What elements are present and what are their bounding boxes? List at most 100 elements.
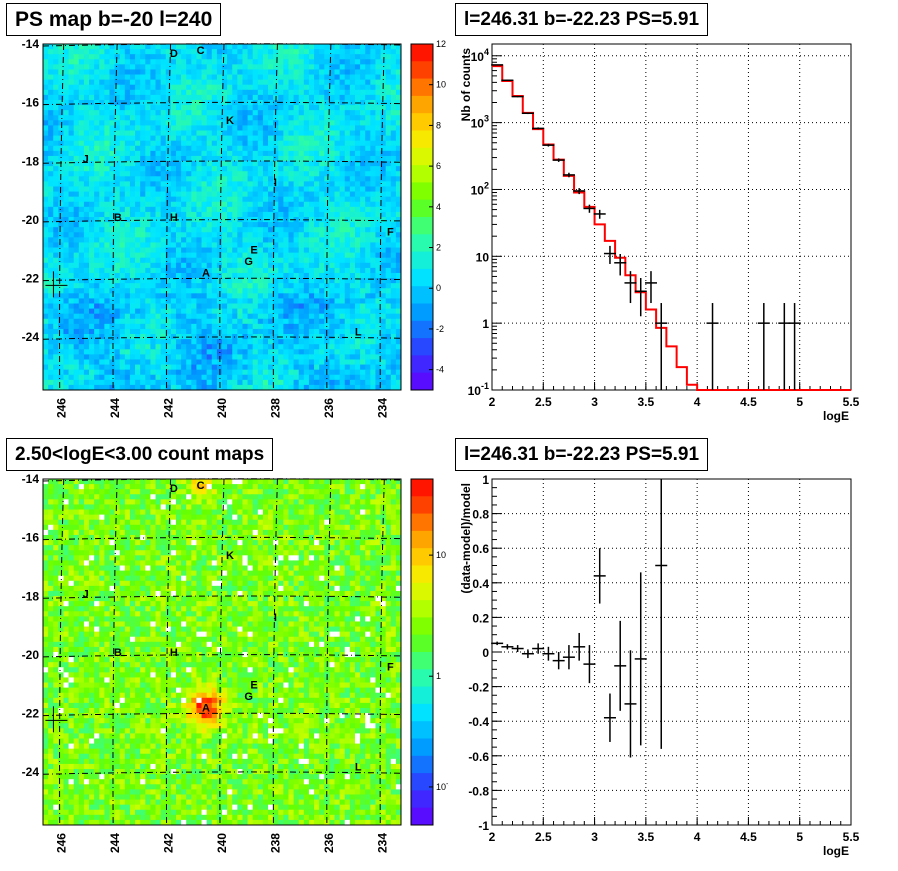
x-tick-label: 236 — [322, 398, 336, 418]
plot-area — [492, 479, 851, 825]
data-point — [542, 143, 555, 147]
data-point — [593, 209, 606, 219]
colorbar-segment — [411, 807, 433, 826]
residual-point — [552, 652, 565, 670]
y-tick-label: 103 — [471, 114, 489, 131]
source-label: G — [244, 256, 253, 268]
x-tick-label: 5.5 — [843, 830, 860, 844]
x-tick-label: 3 — [591, 830, 598, 844]
colorbar — [411, 479, 433, 826]
x-tick-label: 242 — [162, 398, 176, 418]
colorbar-tick-label: 10 — [436, 80, 446, 90]
x-tick-label: 3 — [591, 395, 598, 409]
data-point — [562, 172, 575, 178]
source-label: B — [114, 647, 122, 659]
colorbar-segment — [411, 78, 433, 97]
map-grid-meridian — [272, 478, 278, 826]
colorbar-segment — [411, 355, 433, 374]
source-label: F — [387, 227, 394, 239]
map-grid-meridian — [379, 43, 385, 391]
residual-point — [501, 644, 514, 650]
residual-point — [542, 646, 555, 661]
colorbar-segment — [411, 600, 433, 618]
x-tick-label: 5 — [796, 395, 803, 409]
y-tick-label: 0.2 — [472, 611, 489, 625]
x-tick-label: 2.5 — [535, 395, 552, 409]
colorbar-tick-label: -2 — [436, 324, 444, 334]
colorbar-segment — [411, 61, 433, 80]
x-tick-label: 238 — [268, 398, 282, 418]
ps-map-panel: 246 244 242 240 238 236 234 -14 -16 -18 -20 -22 -24 D… — [0, 0, 449, 435]
y-tick-label: -20 — [22, 648, 40, 662]
colorbar-segment — [411, 721, 433, 739]
source-label: D — [170, 48, 178, 60]
colorbar-frame — [410, 478, 434, 826]
y-tick-label: -16 — [22, 96, 40, 110]
data-point — [634, 278, 647, 317]
data-point — [511, 95, 524, 98]
map-grid-meridian — [379, 478, 385, 826]
colorbar-segment — [411, 182, 433, 201]
colorbar-segment — [411, 303, 433, 322]
colorbar-segment — [411, 165, 433, 183]
residual-point — [491, 641, 504, 646]
x-tick-label: 2 — [489, 395, 496, 409]
residual-point — [614, 620, 627, 711]
y-tick-label: 1 — [482, 473, 489, 487]
spectrum-panel: 2 2.5 3 3.5 4 4.5 5 5.5 104 103 102 10 1 10-1 logE Nb o… — [449, 0, 898, 435]
colorbar-segment — [411, 755, 433, 774]
x-tick-label: 238 — [268, 833, 282, 853]
x-tick-label: 3.5 — [638, 830, 655, 844]
map-grid-meridian — [326, 478, 332, 826]
source-label: E — [250, 244, 257, 256]
residual-point — [562, 645, 575, 670]
colorbar-segment — [411, 479, 433, 497]
data-point — [757, 303, 770, 390]
colorbar-segment — [411, 320, 433, 339]
y-tick-label: -24 — [22, 765, 40, 779]
residual-point — [603, 693, 616, 742]
data-point — [644, 271, 657, 304]
y-tick-label: -24 — [22, 330, 40, 344]
x-axis-label: logE — [823, 409, 849, 423]
colorbar-segment — [411, 372, 433, 391]
colorbar-segment — [411, 669, 433, 688]
y-tick-label: 102 — [471, 180, 489, 197]
x-tick-label: 244 — [108, 398, 122, 418]
y-tick-label: -14 — [22, 472, 40, 486]
colorbar-tick-label: 8 — [436, 120, 441, 130]
colorbar-tick-label: 10-1 — [436, 781, 449, 792]
source-label: L — [355, 326, 362, 338]
x-tick-label: 4 — [694, 830, 701, 844]
y-tick-label: -0.4 — [468, 715, 489, 729]
colorbar-tick-label: 2 — [436, 243, 441, 253]
source-label: H — [170, 212, 178, 224]
x-tick-label: 242 — [162, 833, 176, 853]
colorbar-tick-label: 0 — [436, 283, 441, 293]
colorbar-segment — [411, 234, 433, 253]
x-tick-label: 4.5 — [740, 395, 757, 409]
source-label: B — [114, 212, 122, 224]
data-point — [603, 245, 616, 264]
x-tick-label: 236 — [322, 833, 336, 853]
plot-area — [492, 44, 851, 390]
y-tick-label: -20 — [22, 213, 40, 227]
y-tick-label: 0 — [482, 646, 489, 660]
x-tick-label: 240 — [215, 833, 229, 853]
x-tick-label: 246 — [55, 398, 69, 418]
data-point — [501, 79, 514, 82]
source-label: A — [202, 703, 210, 715]
colorbar-segment — [411, 217, 433, 235]
source-label: D — [170, 483, 178, 495]
colorbar-tick-label: 1 — [436, 671, 441, 681]
x-tick-label: 234 — [375, 398, 389, 418]
y-tick-label: 10-1 — [468, 381, 489, 398]
y-tick-label: 0.8 — [472, 508, 489, 522]
colorbar-segment — [411, 582, 433, 601]
colorbar-segment — [411, 268, 433, 287]
x-tick-label: 246 — [55, 833, 69, 853]
colorbar-segment — [411, 634, 433, 653]
colorbar-tick-label: 6 — [436, 161, 441, 171]
map-grid — [42, 478, 402, 826]
x-tick-label: 2.5 — [535, 830, 552, 844]
